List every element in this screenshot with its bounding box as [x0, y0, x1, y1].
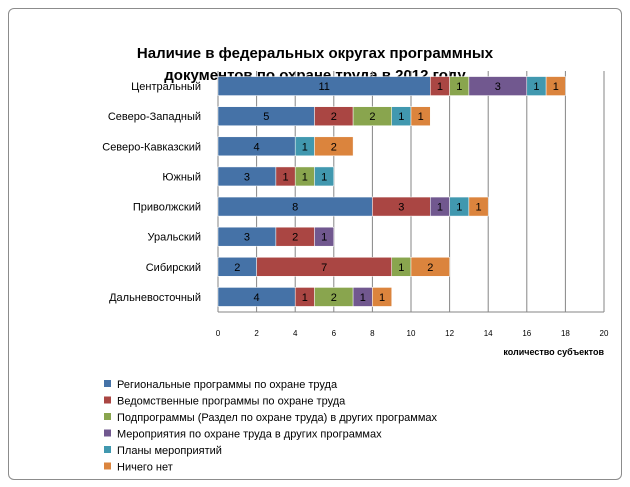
- data-label: 1: [360, 292, 366, 304]
- data-label: 4: [254, 292, 260, 304]
- data-label: 5: [263, 111, 269, 123]
- x-tick-label: 16: [522, 329, 531, 338]
- category-label: Северо-Западный: [108, 111, 201, 123]
- x-tick-label: 18: [561, 329, 570, 338]
- data-label: 3: [244, 232, 250, 244]
- legend-label: Ничего нет: [117, 462, 173, 474]
- data-label: 2: [331, 292, 337, 304]
- data-label: 1: [321, 232, 327, 244]
- legend-label: Планы мероприятий: [117, 445, 222, 457]
- bar-segment: [545, 76, 566, 96]
- data-label: 11: [318, 81, 329, 93]
- data-label: 1: [553, 81, 559, 93]
- data-label: 2: [427, 262, 433, 274]
- x-tick-label: 8: [370, 329, 375, 338]
- legend-swatch: [104, 446, 111, 453]
- legend-label: Мероприятия по охране труда в других про…: [117, 429, 382, 441]
- x-tick-label: 6: [332, 329, 337, 338]
- bar-segment: [314, 226, 335, 247]
- x-tick-label: 10: [407, 329, 416, 338]
- data-label: 1: [302, 141, 308, 153]
- data-label: 8: [292, 202, 298, 214]
- data-label: 2: [369, 111, 375, 123]
- bar-segment: [410, 257, 450, 277]
- data-label: 3: [244, 171, 250, 183]
- x-tick-label: 20: [600, 329, 609, 338]
- bar-segment: [314, 166, 335, 187]
- data-label: 2: [292, 232, 298, 244]
- data-label: 1: [302, 171, 308, 183]
- bar-segment: [372, 287, 392, 307]
- data-label: 2: [331, 141, 337, 153]
- data-label: 1: [321, 171, 327, 183]
- data-label: 1: [302, 292, 308, 304]
- data-label: 2: [331, 111, 337, 123]
- legend-swatch: [104, 380, 111, 387]
- chart-frame: [8, 8, 622, 480]
- data-label: 1: [456, 202, 462, 214]
- legend-swatch: [104, 429, 111, 437]
- legend-swatch: [104, 413, 111, 420]
- chart-title: Наличие в федеральных округах программны…: [137, 45, 494, 62]
- legend-swatch: [104, 462, 111, 470]
- legend-swatch: [104, 396, 111, 404]
- legend-label: Подпрограммы (Раздел по охране труда) в …: [117, 412, 438, 424]
- category-label: Северо-Кавказский: [102, 141, 201, 153]
- x-tick-label: 0: [216, 329, 221, 338]
- bar-segment: [468, 196, 489, 217]
- category-label: Центральный: [131, 81, 201, 93]
- data-label: 1: [475, 202, 481, 214]
- x-tick-label: 2: [254, 329, 259, 338]
- data-label: 1: [282, 171, 288, 183]
- x-tick-label: 4: [293, 329, 298, 338]
- x-tick-label: 12: [445, 329, 454, 338]
- x-axis-label: количество субъектов: [503, 347, 604, 357]
- bar-segment: [314, 136, 354, 157]
- bar-segment: [410, 106, 431, 126]
- x-tick-label: 14: [484, 329, 493, 338]
- data-label: 4: [254, 141, 260, 153]
- data-label: 2: [234, 262, 240, 274]
- category-label: Сибирский: [146, 262, 201, 274]
- data-label: 1: [456, 81, 462, 93]
- data-label: 1: [533, 81, 539, 93]
- category-label: Уральский: [148, 232, 201, 244]
- data-label: 3: [398, 202, 404, 214]
- data-label: 1: [398, 262, 404, 274]
- category-label: Приволжский: [133, 202, 201, 214]
- data-label: 1: [418, 111, 424, 123]
- data-label: 7: [321, 262, 327, 274]
- category-label: Дальневосточный: [109, 292, 201, 304]
- legend-label: Региональные программы по охране труда: [117, 379, 338, 391]
- data-label: 1: [379, 292, 385, 304]
- data-label: 1: [437, 202, 443, 214]
- data-label: 3: [495, 81, 501, 93]
- data-label: 1: [398, 111, 404, 123]
- data-label: 1: [437, 81, 443, 93]
- legend-label: Ведомственные программы по охране труда: [117, 396, 346, 408]
- category-label: Южный: [162, 171, 201, 183]
